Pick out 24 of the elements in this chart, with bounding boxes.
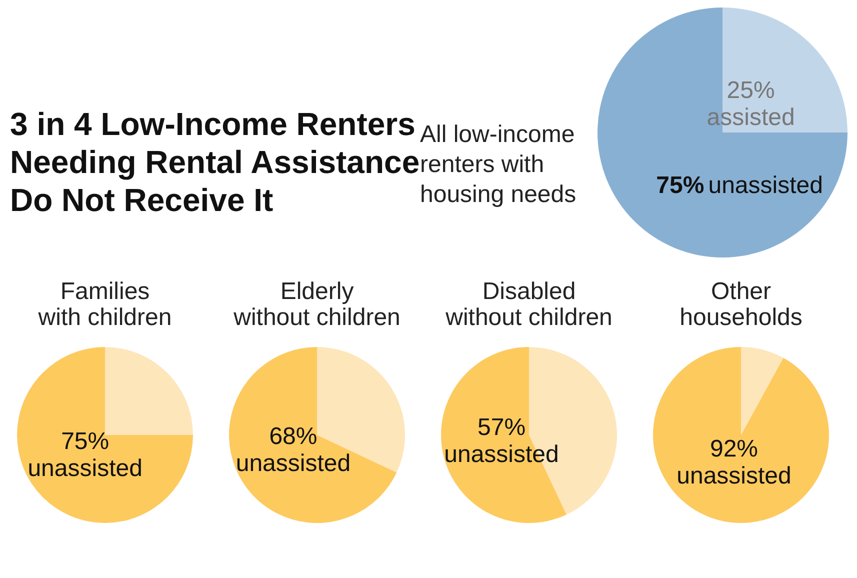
data-label: 75% <box>61 428 110 455</box>
data-label: 75% <box>656 172 704 199</box>
slice-label: unassisted <box>676 462 792 490</box>
chart-title: Elderly without children <box>232 278 400 331</box>
chart-title: Disabled without children <box>444 278 612 331</box>
chart-title: Other households <box>680 278 802 331</box>
pie-slice <box>653 347 829 523</box>
text: 3 in 4 Low-Income Renters Needing Rental Assistance Do Not Receive It <box>10 106 420 218</box>
pie-slice <box>741 347 784 435</box>
slice-label: unassisted <box>236 450 351 478</box>
data-label: 92% <box>710 435 758 462</box>
pie-slice <box>598 8 848 258</box>
slice-label: unassisted <box>444 441 559 468</box>
slice-label: unassisted <box>708 172 823 199</box>
data-label: 68% <box>269 423 318 450</box>
pie-slice <box>17 347 193 523</box>
slice-label: unassisted <box>28 454 142 482</box>
pie-slice <box>229 347 397 523</box>
text: All low-income renters with housing needs <box>420 121 576 208</box>
data-label: 57% <box>477 414 526 442</box>
pie-slice <box>441 347 566 523</box>
chart-title: Families with children <box>37 278 172 331</box>
slice-label: assisted <box>706 104 795 132</box>
data-label: 25% <box>726 77 775 104</box>
